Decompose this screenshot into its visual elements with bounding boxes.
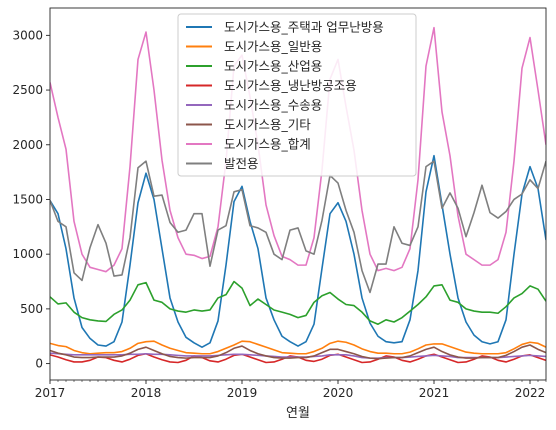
y-tick-label: 1500 xyxy=(12,192,43,206)
y-tick-label: 2500 xyxy=(12,83,43,97)
series-line-2 xyxy=(50,340,546,355)
legend-label-4: 도시가스용_냉난방공조용 xyxy=(224,78,357,93)
legend-box xyxy=(177,13,417,177)
series-line-6 xyxy=(50,344,546,360)
series-line-3 xyxy=(50,280,546,326)
legend-label-6: 도시가스용_기타 xyxy=(224,117,311,132)
legend: 도시가스용_주택과 업무난방용도시가스용_일반용도시가스용_산업용도시가스용_냉… xyxy=(177,13,417,177)
legend-label-2: 도시가스용_일반용 xyxy=(224,39,322,54)
y-tick-label: 0 xyxy=(35,357,43,371)
axes: 0 500 1000 1500 2000 2500 3000 2017 2018 2019 2020… xyxy=(12,7,547,400)
legend-label-5: 도시가스용_수송용 xyxy=(224,98,322,113)
x-tick-label: 2022 xyxy=(515,386,546,400)
x-axis-label: 연월 xyxy=(286,406,310,421)
x-tick-label: 2017 xyxy=(35,386,66,400)
legend-label-1: 도시가스용_주택과 업무난방용 xyxy=(224,20,384,35)
x-tick-label: 2019 xyxy=(227,386,258,400)
y-tick-label: 3000 xyxy=(12,28,43,42)
plot-lines xyxy=(50,26,546,364)
x-tick-label: 2018 xyxy=(131,386,162,400)
y-tick-label: 2000 xyxy=(12,138,43,152)
y-tick-label: 1000 xyxy=(12,247,43,261)
y-tick-label: 500 xyxy=(20,302,43,316)
legend-label-8: 발전용 xyxy=(224,156,259,171)
series-line-8 xyxy=(50,160,546,294)
x-tick-label: 2020 xyxy=(323,386,354,400)
x-tick-label: 2021 xyxy=(419,386,450,400)
series-line-7 xyxy=(50,26,546,273)
series-line-1 xyxy=(50,154,546,348)
legend-label-3: 도시가스용_산업용 xyxy=(224,59,322,74)
legend-label-7: 도시가스용_합계 xyxy=(224,137,311,152)
